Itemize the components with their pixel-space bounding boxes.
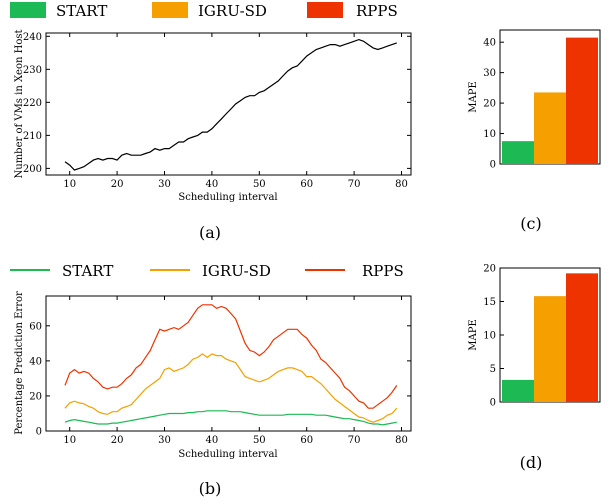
chart-d-mape: 0 5 10 15 20 MAPE: [468, 264, 601, 409]
series-line-igru-sd: [64, 353, 398, 423]
y-tick-label: 20: [29, 391, 42, 402]
x-tick-label: 30: [158, 435, 171, 446]
x-tick-label: 50: [253, 179, 266, 190]
bar-start: [502, 141, 534, 164]
y-tick-label: 240: [23, 32, 42, 43]
chart-a-xlabel: Scheduling interval: [178, 192, 277, 203]
chart-b-xticks: 10 20 30 40 50 60 70 80: [63, 296, 408, 446]
y-tick-label: 20: [483, 264, 496, 275]
series-line-rpps: [64, 304, 398, 409]
y-tick-label: 0: [36, 427, 42, 438]
legend-swatch-start: [10, 2, 46, 18]
y-tick-label: 220: [23, 98, 42, 109]
legend-swatch-rpps: [307, 2, 343, 18]
chart-a-ylabel: Number of VMs in Xeon Host: [14, 29, 25, 178]
chart-b-frame: [45, 295, 412, 432]
bar-igru-sd: [534, 92, 566, 164]
x-tick-label: 10: [63, 179, 76, 190]
bar-start: [502, 379, 534, 402]
legend-label-rpps: RPPS: [356, 2, 398, 20]
legend-label-start-bottom: START: [62, 262, 113, 280]
chart-b-marks: [64, 304, 398, 426]
legend-label-igru: IGRU-SD: [198, 2, 267, 20]
chart-d-yticks: 0 5 10 15 20: [483, 264, 504, 409]
x-tick-label: 30: [158, 179, 171, 190]
y-tick-label: 0: [490, 160, 496, 171]
bar-rpps: [566, 37, 598, 165]
x-tick-label: 40: [206, 435, 219, 446]
x-tick-label: 70: [348, 179, 361, 190]
x-tick-label: 60: [300, 179, 313, 190]
legend-label-igru-bottom: IGRU-SD: [202, 262, 271, 280]
y-tick-label: 230: [23, 65, 42, 76]
chart-a-yticks: 200 210 220 230 240: [23, 32, 411, 175]
x-tick-label: 20: [111, 179, 124, 190]
y-tick-label: 0: [490, 398, 496, 409]
series-line-start: [64, 410, 397, 426]
chart-a-frame: [45, 32, 412, 176]
x-tick-label: 70: [348, 435, 361, 446]
legend-bottom: START IGRU-SD RPPS: [10, 262, 404, 280]
y-tick-label: 10: [483, 331, 496, 342]
chart-b-error: 10 20 30 40 50 60 70 80 0 20 40 60 Scheduling inte…: [14, 291, 412, 460]
x-tick-label: 10: [63, 435, 76, 446]
chart-c-yticks: 0 10 20 30 40: [483, 38, 504, 171]
caption-a: (a): [199, 223, 221, 242]
bar-rpps: [566, 273, 598, 402]
chart-c-ylabel: MAPE: [468, 81, 479, 113]
x-tick-label: 60: [300, 435, 313, 446]
chart-b-xlabel: Scheduling interval: [178, 449, 277, 460]
y-tick-label: 15: [483, 297, 496, 308]
legend-label-start: START: [56, 2, 107, 20]
y-tick-label: 5: [490, 364, 496, 375]
bar-igru-sd: [534, 296, 566, 402]
chart-d-ylabel: MAPE: [468, 319, 479, 351]
chart-d-marks: [502, 273, 598, 402]
caption-d: (d): [520, 453, 543, 472]
x-tick-label: 80: [395, 179, 408, 190]
y-tick-label: 40: [483, 38, 496, 49]
x-tick-label: 50: [253, 435, 266, 446]
caption-c: (c): [520, 214, 541, 233]
chart-b-yticks: 0 20 40 60: [29, 321, 411, 438]
legend-top: START IGRU-SD RPPS: [10, 2, 398, 20]
y-tick-label: 60: [29, 321, 42, 332]
y-tick-label: 200: [23, 164, 42, 175]
y-tick-label: 210: [23, 131, 42, 142]
x-tick-label: 20: [111, 435, 124, 446]
y-tick-label: 40: [29, 356, 42, 367]
x-tick-label: 40: [206, 179, 219, 190]
x-tick-label: 80: [395, 435, 408, 446]
y-tick-label: 20: [483, 99, 496, 110]
chart-a-xticks: 10 20 30 40 50 60 70 80: [63, 33, 408, 190]
legend-swatch-igru: [152, 2, 188, 18]
y-tick-label: 30: [483, 68, 496, 79]
chart-a-marks: [64, 38, 398, 171]
series-line-vms: [64, 38, 398, 171]
chart-c-marks: [502, 37, 598, 165]
caption-b: (b): [199, 479, 222, 498]
chart-b-ylabel: Percentage Prediction Error: [14, 291, 25, 435]
chart-c-mape: 0 10 20 30 40 MAPE: [468, 29, 601, 171]
chart-a-vms: 10 20 30 40 50 60 70 80 200 210 220 230 240 Schedul…: [14, 29, 412, 203]
y-tick-label: 10: [483, 129, 496, 140]
legend-label-rpps-bottom: RPPS: [362, 262, 404, 280]
